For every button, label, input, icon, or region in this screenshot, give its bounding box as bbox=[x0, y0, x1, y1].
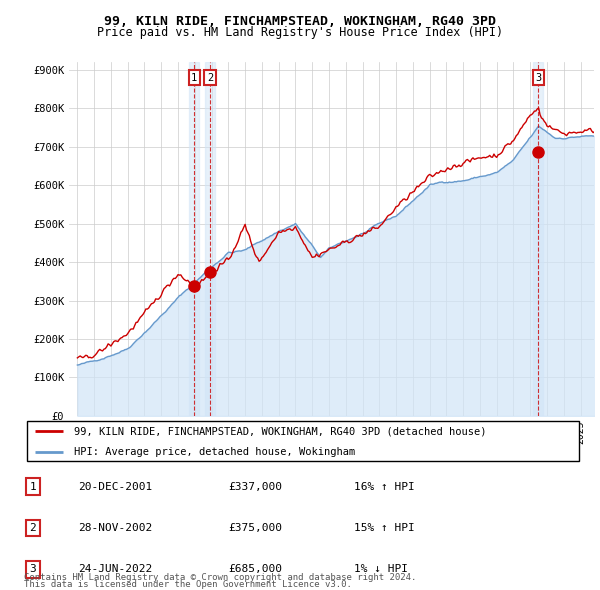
Text: 16% ↑ HPI: 16% ↑ HPI bbox=[354, 482, 415, 491]
FancyBboxPatch shape bbox=[27, 421, 579, 461]
Bar bbox=[205, 62, 215, 416]
Text: £685,000: £685,000 bbox=[228, 565, 282, 574]
Text: 1: 1 bbox=[29, 482, 37, 491]
Bar bbox=[533, 62, 544, 416]
Text: 3: 3 bbox=[535, 73, 541, 83]
Text: This data is licensed under the Open Government Licence v3.0.: This data is licensed under the Open Gov… bbox=[24, 581, 352, 589]
Text: 99, KILN RIDE, FINCHAMPSTEAD, WOKINGHAM, RG40 3PD (detached house): 99, KILN RIDE, FINCHAMPSTEAD, WOKINGHAM,… bbox=[74, 427, 487, 436]
Text: 1% ↓ HPI: 1% ↓ HPI bbox=[354, 565, 408, 574]
Text: 28-NOV-2002: 28-NOV-2002 bbox=[78, 523, 152, 533]
Text: 99, KILN RIDE, FINCHAMPSTEAD, WOKINGHAM, RG40 3PD: 99, KILN RIDE, FINCHAMPSTEAD, WOKINGHAM,… bbox=[104, 15, 496, 28]
Text: 15% ↑ HPI: 15% ↑ HPI bbox=[354, 523, 415, 533]
Text: 2: 2 bbox=[207, 73, 213, 83]
Text: HPI: Average price, detached house, Wokingham: HPI: Average price, detached house, Woki… bbox=[74, 447, 355, 457]
Bar bbox=[189, 62, 199, 416]
Text: Price paid vs. HM Land Registry's House Price Index (HPI): Price paid vs. HM Land Registry's House … bbox=[97, 26, 503, 39]
Text: 1: 1 bbox=[191, 73, 197, 83]
Text: 2: 2 bbox=[29, 523, 37, 533]
Text: £337,000: £337,000 bbox=[228, 482, 282, 491]
Text: 20-DEC-2001: 20-DEC-2001 bbox=[78, 482, 152, 491]
Text: Contains HM Land Registry data © Crown copyright and database right 2024.: Contains HM Land Registry data © Crown c… bbox=[24, 573, 416, 582]
Text: 24-JUN-2022: 24-JUN-2022 bbox=[78, 565, 152, 574]
Text: 3: 3 bbox=[29, 565, 37, 574]
Text: £375,000: £375,000 bbox=[228, 523, 282, 533]
